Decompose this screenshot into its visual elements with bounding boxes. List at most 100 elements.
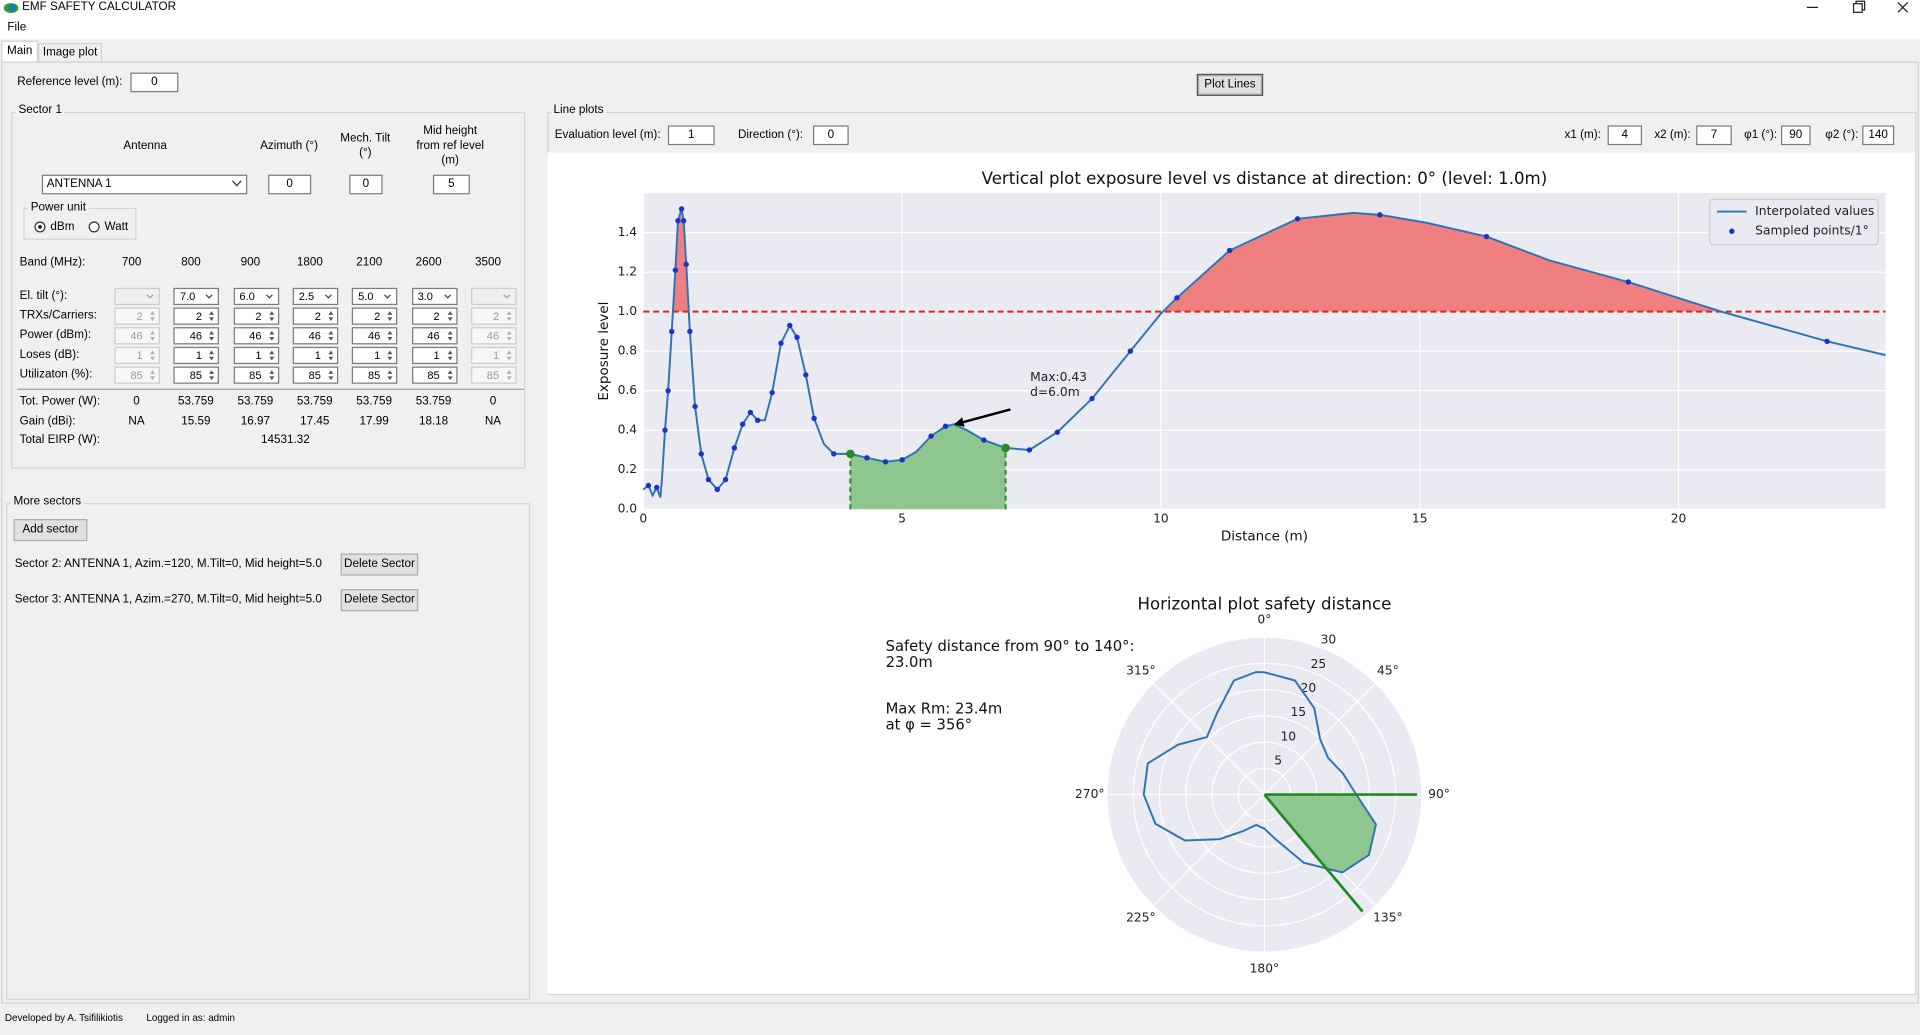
mech-tilt-input[interactable]: 0 <box>349 174 383 195</box>
azimuth-input[interactable]: 0 <box>268 174 312 195</box>
delete-sector-button[interactable]: Delete Sector <box>340 589 419 612</box>
menu-item[interactable]: File <box>7 20 27 35</box>
spin-box[interactable]: 1 <box>173 346 220 364</box>
tab-page <box>1 61 1919 1004</box>
combo-box[interactable]: 7.0 <box>173 287 220 306</box>
antenna-combo[interactable]: ANTENNA 1 <box>41 174 248 195</box>
cell-value: 1 <box>314 348 321 362</box>
sector-summary: Sector 2: ANTENNA 1, Azim.=120, M.Tilt=0… <box>14 557 322 571</box>
cell-value: 46 <box>308 329 321 342</box>
sample-point <box>787 322 793 329</box>
spin-box[interactable]: 85 <box>292 366 339 384</box>
chart-title: Horizontal plot safety distance <box>1137 595 1391 614</box>
field-input[interactable]: 0 <box>813 125 849 146</box>
delete-sector-button[interactable]: Delete Sector <box>340 553 419 576</box>
cell-value: 1 <box>136 348 143 362</box>
sample-point <box>680 218 687 224</box>
plot-lines-button[interactable]: Plot Lines <box>1196 73 1264 96</box>
spin-box[interactable]: 85 <box>411 366 457 384</box>
sector-summary: Sector 3: ANTENNA 1, Azim.=270, M.Tilt=0… <box>14 592 322 607</box>
tab[interactable]: Main <box>1 40 39 63</box>
combo-box[interactable]: 2.5 <box>292 287 339 306</box>
sector-boundary <box>1263 793 1364 913</box>
total-value: 0 <box>133 394 140 409</box>
polar-annotation: Safety distance from 90° to 140°: <box>886 638 1135 655</box>
radio-label: Watt <box>104 220 129 234</box>
cell-value: 2 <box>374 309 381 323</box>
sample-point <box>1054 429 1061 435</box>
sample-point <box>864 455 870 461</box>
add-sector-button[interactable]: Add sector <box>13 519 88 542</box>
x-axis-label: Distance (m) <box>1221 528 1308 544</box>
combo-box[interactable]: 3.0 <box>411 287 457 306</box>
band-value: 2600 <box>415 255 442 270</box>
theta-tick-label: 225° <box>1126 911 1156 925</box>
column-header: Mid height <box>423 124 478 138</box>
cell-value: 2 <box>433 309 440 323</box>
eirp-value: 14531.32 <box>260 432 310 447</box>
spin-box: 2 <box>114 307 160 325</box>
spin-box[interactable]: 46 <box>292 326 339 345</box>
combo-box <box>470 287 517 306</box>
field-input[interactable]: 4 <box>1607 125 1643 146</box>
reference-input[interactable]: 0 <box>130 72 179 93</box>
field-label: φ2 (°): <box>1825 127 1859 142</box>
spin-box[interactable]: 1 <box>233 346 279 364</box>
maximize-button[interactable] <box>1855 0 1866 11</box>
footer-text: Developed by A. Tsifilikiotis <box>4 1012 123 1024</box>
sample-point <box>769 389 775 396</box>
cell-value: 46 <box>130 329 143 342</box>
spin-box: 85 <box>470 366 517 384</box>
combo-box[interactable]: 5.0 <box>352 287 398 306</box>
spin-box[interactable]: 2 <box>292 307 339 325</box>
footer-text: Logged in as: admin <box>146 1012 236 1024</box>
spin-box[interactable]: 1 <box>411 346 457 364</box>
spin-box[interactable]: 2 <box>173 307 220 325</box>
spin-box[interactable]: 46 <box>352 326 398 345</box>
field-input[interactable]: 90 <box>1781 125 1811 146</box>
radio-button[interactable] <box>88 221 100 233</box>
cell-value: 46 <box>249 329 262 342</box>
field-input[interactable]: 7 <box>1696 125 1732 146</box>
spin-box[interactable]: 1 <box>292 346 339 364</box>
spin-box[interactable]: 85 <box>352 366 398 384</box>
spin-box[interactable]: 2 <box>352 307 398 325</box>
cell-value: 1 <box>255 348 262 362</box>
range-area <box>850 424 1006 510</box>
group-title: Power unit <box>28 200 89 216</box>
spin-box[interactable]: 85 <box>233 366 279 384</box>
sample-point <box>1824 338 1830 344</box>
close-button[interactable] <box>1897 2 1909 13</box>
y-axis-label: Exposure level <box>596 302 612 401</box>
band-value: 3500 <box>475 255 502 270</box>
maximize-button[interactable] <box>1852 3 1863 13</box>
field-label: Evaluation level (m): <box>554 127 661 142</box>
legend-label: Sampled points/1° <box>1755 224 1869 238</box>
tab[interactable]: Image plot <box>38 43 103 62</box>
combo-box[interactable]: 6.0 <box>233 287 279 306</box>
total-value: 15.59 <box>181 414 211 428</box>
spin-box[interactable]: 46 <box>411 326 457 345</box>
row-label: Utilizaton (%): <box>19 367 93 381</box>
y-tick-label: 0.6 <box>618 383 638 397</box>
mid-height-input[interactable]: 5 <box>432 174 470 195</box>
spin-box[interactable]: 85 <box>173 366 220 384</box>
sector-group <box>11 111 526 469</box>
field-input[interactable]: 1 <box>667 125 715 146</box>
sample-point <box>981 437 987 443</box>
cell-value: 46 <box>367 329 381 342</box>
group-title: Line plots <box>551 103 606 119</box>
field-input[interactable]: 140 <box>1862 125 1895 146</box>
sample-point <box>731 445 738 451</box>
band-value: 1800 <box>296 255 323 270</box>
spin-box[interactable]: 1 <box>352 346 398 364</box>
spin-box[interactable]: 2 <box>411 307 457 325</box>
spin-box[interactable]: 46 <box>173 326 220 345</box>
window-controls[interactable] <box>1796 0 1919 16</box>
total-value: 17.45 <box>300 414 330 428</box>
radio-button[interactable] <box>34 221 46 233</box>
spin-box[interactable]: 2 <box>233 307 279 325</box>
legend-label: Interpolated values <box>1755 204 1874 218</box>
spin-box[interactable]: 46 <box>233 326 279 345</box>
x-tick-label: 0 <box>639 512 647 526</box>
